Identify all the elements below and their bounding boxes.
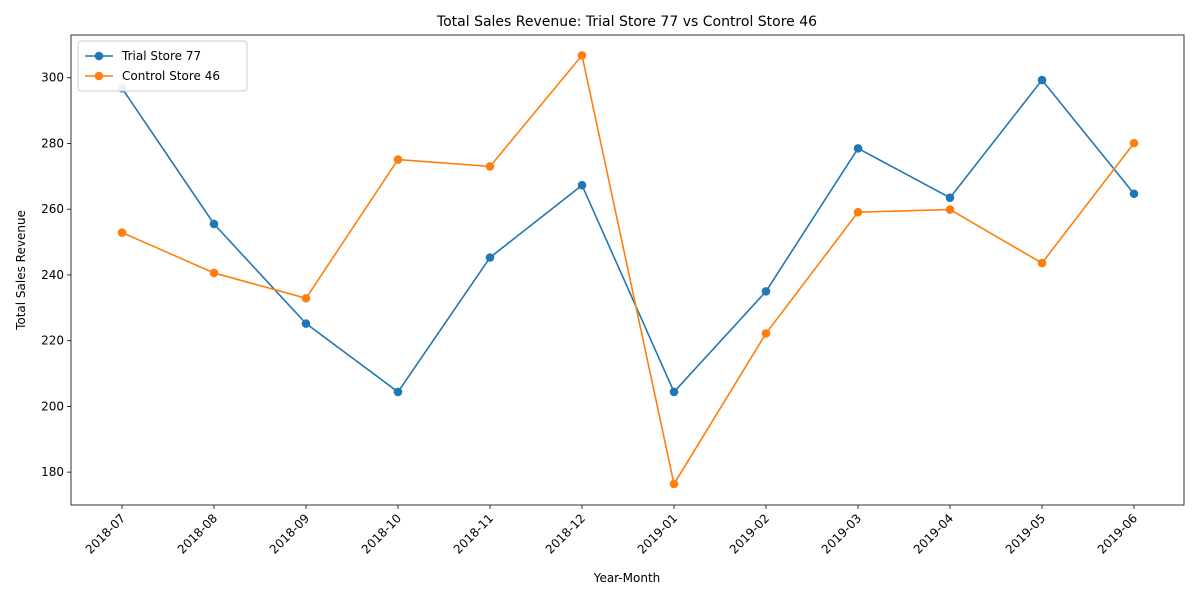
data-point — [301, 319, 311, 328]
x-axis: 2018-07 2018-08 2018-09 2018-10 2018-11 2018-… — [83, 505, 1140, 557]
data-point — [301, 293, 311, 303]
data-point — [485, 162, 495, 171]
series-trial-store-77 — [117, 75, 1139, 397]
x-tick-label: 2019-06 — [1095, 511, 1140, 556]
x-tick-label: 2019-04 — [911, 511, 956, 556]
data-point — [1129, 138, 1139, 148]
x-tick-label: 2018-08 — [175, 511, 220, 556]
data-point — [853, 144, 863, 153]
x-tick-label: 2018-11 — [451, 511, 496, 556]
data-point — [761, 287, 771, 296]
x-tick-label: 2018-07 — [83, 511, 128, 556]
legend-marker — [94, 71, 104, 81]
x-tick-label: 2018-10 — [359, 511, 404, 556]
data-point — [1037, 75, 1047, 85]
legend: Trial Store 77 Control Store 46 — [77, 40, 248, 92]
y-tick-label: 260 — [41, 202, 64, 216]
legend-label: Control Store 46 — [122, 69, 220, 83]
y-tick-label: 180 — [41, 465, 64, 479]
y-axis-label: Total Sales Revenue — [14, 210, 28, 331]
data-point — [209, 268, 219, 278]
data-point — [393, 155, 403, 164]
legend-entry: Trial Store 77 — [85, 49, 201, 63]
legend-box — [77, 40, 248, 92]
data-point — [669, 387, 679, 397]
data-point — [209, 219, 219, 229]
data-point — [761, 329, 771, 338]
data-point — [669, 479, 679, 489]
y-tick-label: 220 — [41, 334, 64, 348]
y-tick-label: 200 — [41, 399, 64, 413]
data-point — [577, 51, 587, 60]
x-tick-label: 2019-03 — [819, 511, 864, 556]
x-axis-label: Year-Month — [593, 571, 661, 585]
data-point — [117, 228, 127, 237]
data-point — [945, 193, 955, 202]
legend-label: Trial Store 77 — [121, 49, 201, 63]
series-line — [121, 78, 1135, 394]
data-point — [1037, 258, 1047, 268]
x-tick-label: 2019-02 — [727, 511, 772, 556]
x-tick-label: 2019-05 — [1003, 511, 1048, 556]
data-point — [393, 387, 403, 397]
data-point — [577, 180, 587, 190]
y-tick-label: 300 — [41, 71, 64, 85]
data-point — [485, 253, 495, 262]
data-point — [1129, 189, 1139, 199]
data-point — [853, 207, 863, 217]
x-tick-label: 2019-01 — [635, 511, 680, 556]
y-tick-label: 240 — [41, 268, 64, 282]
x-tick-label: 2018-12 — [543, 511, 588, 556]
legend-marker — [94, 51, 104, 61]
plot-area — [70, 34, 1185, 506]
data-point — [945, 205, 955, 214]
series-control-store-46 — [117, 51, 1139, 489]
series-line — [121, 53, 1135, 487]
y-tick-label: 280 — [41, 136, 64, 150]
series-layer — [117, 51, 1139, 489]
chart-title: Total Sales Revenue: Trial Store 77 vs C… — [436, 14, 817, 30]
x-tick-label: 2018-09 — [267, 511, 312, 556]
legend-entry: Control Store 46 — [85, 69, 220, 83]
y-axis: 180 200 220 240 260 280 300 — [41, 71, 71, 479]
